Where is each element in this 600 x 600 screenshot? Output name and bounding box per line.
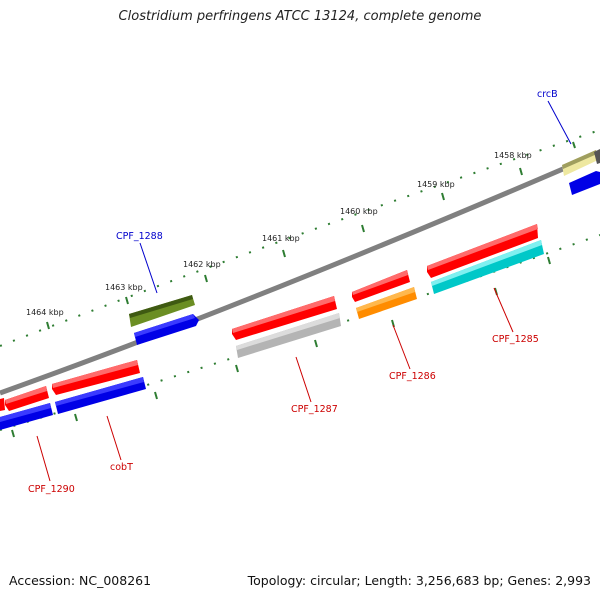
gene-CPF_1290-left-stub[interactable] xyxy=(0,398,5,411)
gene-label-cobT: cobT xyxy=(110,462,133,473)
gene-CPF_1287[interactable] xyxy=(232,296,337,340)
kbp-label-1458: 1458 kbp xyxy=(494,151,532,160)
gene-CPF_1286[interactable] xyxy=(352,270,410,302)
kbp-label-1459: 1459 kbp xyxy=(417,180,455,189)
gene-CPF_1286-feature[interactable] xyxy=(356,287,417,319)
gene-label-CPF_1286: CPF_1286 xyxy=(389,371,436,382)
gene-CPF_1285[interactable] xyxy=(427,224,538,278)
genome-summary-text: Topology: circular; Length: 3,256,683 bp… xyxy=(247,573,591,588)
accession-text: Accession: NC_008261 xyxy=(9,573,152,588)
gene-cobT[interactable] xyxy=(52,360,140,395)
gene-label-CPF_1288: CPF_1288 xyxy=(116,231,163,242)
label-leaders xyxy=(36,100,572,482)
map-title: Clostridium perfringens ATCC 13124, comp… xyxy=(118,9,482,24)
major-ticks-outer xyxy=(46,141,576,330)
gene-label-crcB: crcB xyxy=(537,89,558,100)
gene-crcB[interactable] xyxy=(562,150,598,176)
gene-CPF_1285-feature[interactable] xyxy=(431,240,544,294)
gene-CPF_1287-feature[interactable] xyxy=(236,313,341,358)
gene-CPF_1288[interactable] xyxy=(129,295,195,327)
kbp-label-1461: 1461 kbp xyxy=(262,234,300,243)
gene-CPF_1290-feature[interactable] xyxy=(0,403,53,430)
kbp-label-1462: 1462 kbp xyxy=(183,260,221,269)
genome-backbone xyxy=(0,150,600,396)
kbp-label-1464: 1464 kbp xyxy=(26,308,64,317)
kbp-label-1460: 1460 kbp xyxy=(340,207,378,216)
gene-label-CPF_1290: CPF_1290 xyxy=(28,484,75,495)
gene-label-CPF_1285: CPF_1285 xyxy=(492,334,539,345)
gene-label-CPF_1287: CPF_1287 xyxy=(291,404,338,415)
gene-dark-partial[interactable] xyxy=(594,149,600,164)
gene-blue-crcB-feature[interactable] xyxy=(569,171,600,195)
gene-cobT-feature[interactable] xyxy=(55,377,146,414)
kbp-label-1463: 1463 kbp xyxy=(105,283,143,292)
gene-CPF_1290[interactable] xyxy=(5,386,49,411)
gene-CPF_1288-feature[interactable] xyxy=(134,314,199,345)
